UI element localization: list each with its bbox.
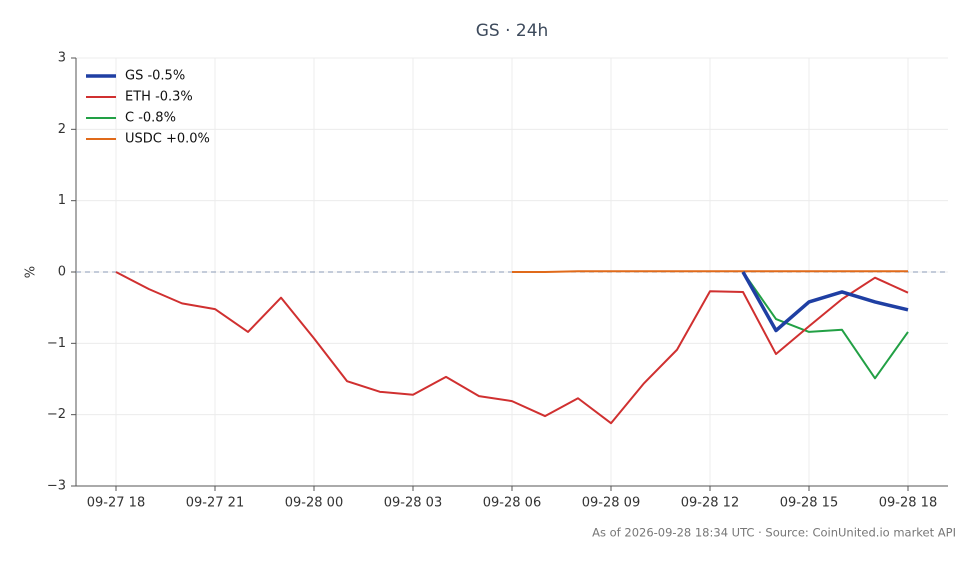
x-tick-label: 09-28 06 xyxy=(483,496,541,511)
series-line xyxy=(742,271,909,380)
x-tick-label: 09-28 18 xyxy=(879,496,937,511)
footer: As of 2026-09-28 18:34 UTC · Source: Coi… xyxy=(592,526,956,540)
series-line xyxy=(741,271,909,333)
series-line xyxy=(512,270,908,273)
series-line xyxy=(115,271,909,425)
x-tick-label: 09-27 18 xyxy=(87,496,145,511)
legend-label: GS -0.5% xyxy=(125,69,185,84)
y-tick-label: 2 xyxy=(58,122,66,137)
y-tick-label: 1 xyxy=(58,193,66,208)
legend-label: C -0.8% xyxy=(125,111,176,126)
x-tick-label: 09-27 21 xyxy=(186,496,244,511)
y-tick-label: −1 xyxy=(47,336,66,351)
legend-label: ETH -0.3% xyxy=(125,90,193,105)
x-tick-label: 09-28 03 xyxy=(384,496,442,511)
chart-title: GS · 24h xyxy=(476,21,549,41)
legend-label: USDC +0.0% xyxy=(125,132,210,147)
x-tick-label: 09-28 09 xyxy=(582,496,640,511)
y-tick-label: −2 xyxy=(47,407,66,422)
y-tick-label: −3 xyxy=(47,479,66,494)
x-tick-label: 09-28 15 xyxy=(780,496,838,511)
x-tick-label: 09-28 00 xyxy=(285,496,343,511)
y-tick-label: 3 xyxy=(58,51,66,66)
y-axis-label: % xyxy=(24,266,39,278)
y-tick-label: 0 xyxy=(58,265,66,280)
x-tick-label: 09-28 12 xyxy=(681,496,739,511)
